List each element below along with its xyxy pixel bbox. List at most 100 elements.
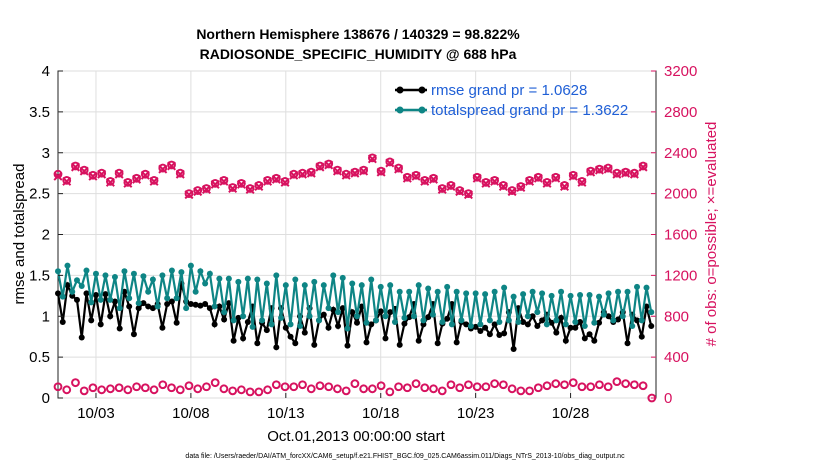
rmse-grand-pr-1-0628-point (577, 318, 584, 325)
possible-marker (586, 166, 596, 176)
possible-marker (629, 168, 639, 178)
rmse-grand-pr-1-0628-point (529, 313, 536, 320)
totalspread-grand-pr-1-3622-point (377, 283, 384, 290)
evaluated-marker (201, 185, 211, 195)
totalspread-grand-pr-1-3622-point (562, 321, 569, 328)
evaluated-marker (568, 171, 578, 181)
totalspread-grand-pr-1-3622-point (287, 321, 294, 328)
evaluated-marker (79, 166, 89, 176)
possible-marker (79, 165, 89, 175)
totalspread-grand-pr-1-3622-point (183, 305, 190, 312)
totalspread-grand-pr-1-3622-point (491, 288, 498, 295)
evaluated-marker (367, 154, 377, 164)
possible-low-marker (621, 379, 631, 389)
chart-title-line1: Northern Hemisphere 138676 / 140329 = 98… (196, 26, 520, 42)
possible-low-marker (603, 382, 613, 392)
totalspread-grand-pr-1-3622-point (140, 273, 147, 280)
rmse-grand-pr-1-0628-point (434, 340, 441, 347)
possible-low-marker (175, 385, 185, 395)
totalspread-grand-pr-1-3622-point (634, 283, 641, 290)
totalspread-grand-pr-1-3622-point (206, 270, 213, 277)
rmse-grand-pr-1-0628-point (463, 321, 470, 328)
possible-low-marker (629, 380, 639, 390)
possible-marker (420, 175, 430, 185)
evaluated-marker (210, 179, 220, 189)
rmse-grand-pr-1-0628-point (111, 298, 118, 305)
rmse-grand-pr-1-0628-point (548, 319, 555, 326)
possible-low-marker (228, 386, 238, 396)
totalspread-grand-pr-1-3622-point (64, 262, 71, 269)
rmse-grand-pr-1-0628-point (572, 324, 579, 331)
rmse-grand-pr-1-0628-point (216, 303, 223, 310)
possible-low-marker (62, 385, 72, 395)
totalspread-grand-pr-1-3622-point (510, 293, 517, 300)
possible-marker (228, 183, 238, 192)
rmse-grand-pr-1-0628-point (581, 335, 588, 342)
totalspread-grand-pr-1-3622-point (534, 309, 541, 316)
evaluated-marker (88, 171, 98, 181)
totalspread-grand-pr-1-3622-point (306, 313, 313, 320)
rmse-grand-pr-1-0628-point (192, 301, 199, 308)
totalspread-grand-pr-1-3622-point (116, 305, 123, 312)
totalspread-grand-pr-1-3622-point (496, 318, 503, 325)
rmse-grand-pr-1-0628-point (387, 309, 394, 316)
rmse-grand-pr-1-0628-point (173, 319, 180, 326)
evaluated-marker (376, 167, 386, 177)
possible-marker (184, 189, 194, 199)
totalspread-grand-pr-1-3622-point (273, 272, 280, 279)
totalspread-grand-pr-1-3622-point (335, 309, 342, 316)
rmse-grand-pr-1-0628-point (187, 300, 194, 307)
possible-marker (140, 169, 150, 179)
totalspread-grand-pr-1-3622-point (463, 290, 470, 297)
evaluated-marker (97, 169, 107, 179)
totalspread-grand-pr-1-3622-point (458, 317, 465, 324)
possible-marker (385, 157, 395, 167)
possible-low-marker (298, 380, 307, 390)
rmse-grand-pr-1-0628-point (472, 323, 479, 330)
possible-low-marker (507, 384, 517, 394)
evaluated-marker (324, 160, 334, 170)
totalspread-grand-pr-1-3622-point (135, 300, 142, 307)
y-right-tick-label: 3200 (664, 63, 697, 80)
possible-marker (245, 184, 255, 193)
rmse-grand-pr-1-0628-point (92, 291, 99, 298)
totalspread-grand-pr-1-3622-point (477, 321, 484, 328)
rmse-grand-pr-1-0628-point (648, 323, 655, 330)
possible-low-marker (402, 383, 412, 393)
rmse-grand-pr-1-0628-point (624, 340, 631, 347)
possible-marker (446, 181, 456, 190)
possible-marker (167, 160, 176, 170)
rmse-grand-pr-1-0628-point (524, 321, 531, 328)
y-tick-label: 0.5 (29, 349, 50, 366)
totalspread-grand-pr-1-3622-point (486, 317, 493, 324)
totalspread-grand-pr-1-3622-point (339, 274, 346, 281)
chart-title-line2: RADIOSONDE_SPECIFIC_HUMIDITY @ 688 hPa (200, 46, 517, 62)
totalspread-grand-pr-1-3622-point (349, 280, 356, 287)
rmse-grand-pr-1-0628-point (586, 331, 593, 338)
rmse-grand-pr-1-0628-point (292, 340, 299, 347)
evaluated-marker (428, 174, 439, 184)
possible-low-marker (306, 384, 316, 394)
totalspread-grand-pr-1-3622-point (107, 296, 114, 303)
possible-low-marker (577, 382, 587, 392)
rmse-grand-pr-1-0628-point (415, 337, 422, 344)
possible-low-marker (315, 381, 325, 391)
rmse-grand-pr-1-0628-point (168, 298, 175, 305)
rmse-grand-pr-1-0628-point (477, 327, 484, 334)
totalspread-grand-pr-1-3622-point (591, 319, 598, 326)
totalspread-grand-pr-1-3622-point (429, 311, 436, 318)
evaluated-marker (481, 178, 491, 188)
possible-marker (376, 166, 386, 176)
totalspread-grand-pr-1-3622-point (363, 319, 370, 326)
totalspread-grand-pr-1-3622-line (56, 265, 653, 329)
rmse-grand-pr-1-0628-point (126, 303, 133, 310)
y-right-tick-label: 800 (664, 308, 689, 325)
possible-marker (621, 167, 631, 177)
rmse-grand-pr-1-0628-point (135, 305, 142, 312)
rmse-grand-pr-1-0628-point (596, 319, 603, 326)
possible-low-marker (455, 383, 465, 393)
totalspread-grand-pr-1-3622-point (311, 278, 318, 285)
possible-low-marker (367, 384, 377, 394)
rmse-grand-pr-1-0628-point (254, 340, 261, 347)
